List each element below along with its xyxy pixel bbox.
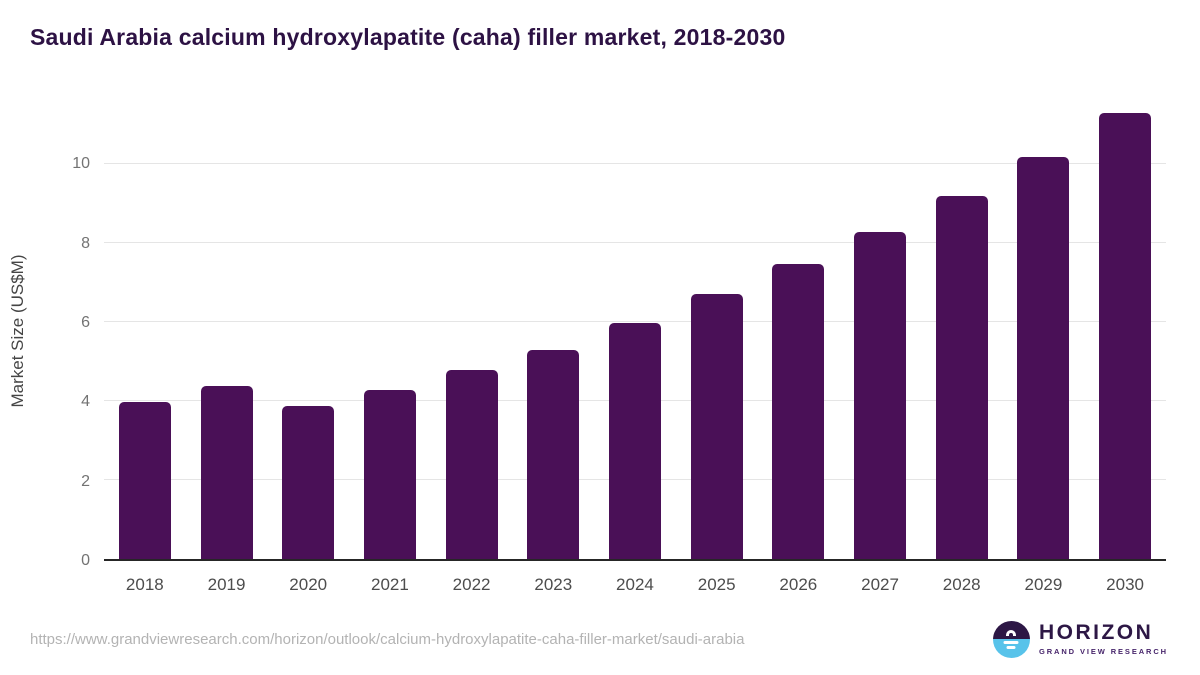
bar-slot: 2022 [431, 100, 513, 594]
x-tick-label: 2029 [1024, 575, 1063, 594]
x-tick-label: 2030 [1106, 575, 1144, 594]
bar-2020[interactable] [282, 405, 335, 559]
y-tick-label: 10 [72, 155, 90, 173]
y-tick-label: 8 [81, 234, 90, 252]
y-tick-label: 6 [81, 313, 90, 331]
logo-wordmark: HORIZON GRAND VIEW RESEARCH [1038, 621, 1168, 656]
bar-2022[interactable] [445, 370, 498, 559]
bar-slot: 2024 [594, 100, 676, 594]
x-tick-label: 2028 [942, 575, 981, 594]
bar-2026[interactable] [772, 263, 825, 559]
x-tick-label: 2023 [534, 575, 573, 594]
plot-area: 2018 2019 2020 2021 2022 2023 2024 2025 2026 2027… [104, 100, 1166, 594]
y-tick-label: 2 [81, 472, 90, 490]
bar-2019[interactable] [200, 386, 253, 559]
x-tick-label: 2027 [861, 575, 899, 594]
icon-sun [1006, 629, 1017, 636]
bar-slot: 2025 [676, 100, 758, 594]
icon-reflection-line [1006, 646, 1016, 649]
x-tick-label: 2018 [125, 575, 164, 594]
bar-2027[interactable] [854, 231, 907, 559]
logo-subtitle: GRAND VIEW RESEARCH [1038, 646, 1168, 656]
bar-slot: 2018 [104, 100, 186, 594]
x-tick-label: 2020 [289, 575, 328, 594]
chart-title: Saudi Arabia calcium hydroxylapatite (ca… [30, 24, 786, 50]
bar-2024[interactable] [608, 322, 661, 559]
y-axis-ticks: 0 2 4 6 8 10 [0, 100, 90, 569]
bars-container: 2018 2019 2020 2021 2022 2023 2024 2025 2026 2027… [104, 100, 1166, 594]
bar-slot: 2027 [839, 100, 921, 594]
horizon-logo: HORIZON GRAND VIEW RESEARCH [992, 620, 1168, 658]
bar-2029[interactable] [1017, 156, 1070, 559]
bar-slot: 2019 [186, 100, 268, 594]
x-tick-label: 2021 [370, 575, 409, 594]
gridline [104, 321, 1166, 322]
footer: https://www.grandviewresearch.com/horizo… [0, 611, 1200, 675]
bar-slot: 2029 [1003, 100, 1085, 594]
bar-slot: 2023 [512, 100, 594, 594]
icon-reflection-line [1003, 641, 1019, 644]
bar-2030[interactable] [1099, 113, 1152, 559]
bar-2025[interactable] [690, 294, 743, 559]
gridline [104, 163, 1166, 164]
source-url: https://www.grandviewresearch.com/horizo… [30, 630, 745, 648]
bar-slot: 2021 [349, 100, 431, 594]
x-tick-label: 2019 [207, 575, 246, 594]
x-tick-label: 2022 [452, 575, 491, 594]
logo-name: HORIZON [1038, 621, 1154, 645]
bar-2028[interactable] [935, 196, 988, 559]
bar-slot: 2030 [1084, 100, 1166, 594]
bar-2018[interactable] [118, 401, 171, 559]
bar-slot: 2020 [267, 100, 349, 594]
horizon-sunset-icon [992, 620, 1030, 658]
y-tick-label: 4 [81, 393, 90, 411]
x-tick-label: 2026 [779, 575, 818, 594]
x-tick-label: 2025 [697, 575, 736, 594]
x-tick-label: 2024 [616, 575, 654, 594]
bar-slot: 2026 [758, 100, 840, 594]
y-tick-label: 0 [81, 552, 90, 569]
bar-slot: 2028 [921, 100, 1003, 594]
gridline [104, 242, 1166, 243]
bar-2021[interactable] [363, 389, 416, 559]
bar-2023[interactable] [527, 350, 580, 559]
